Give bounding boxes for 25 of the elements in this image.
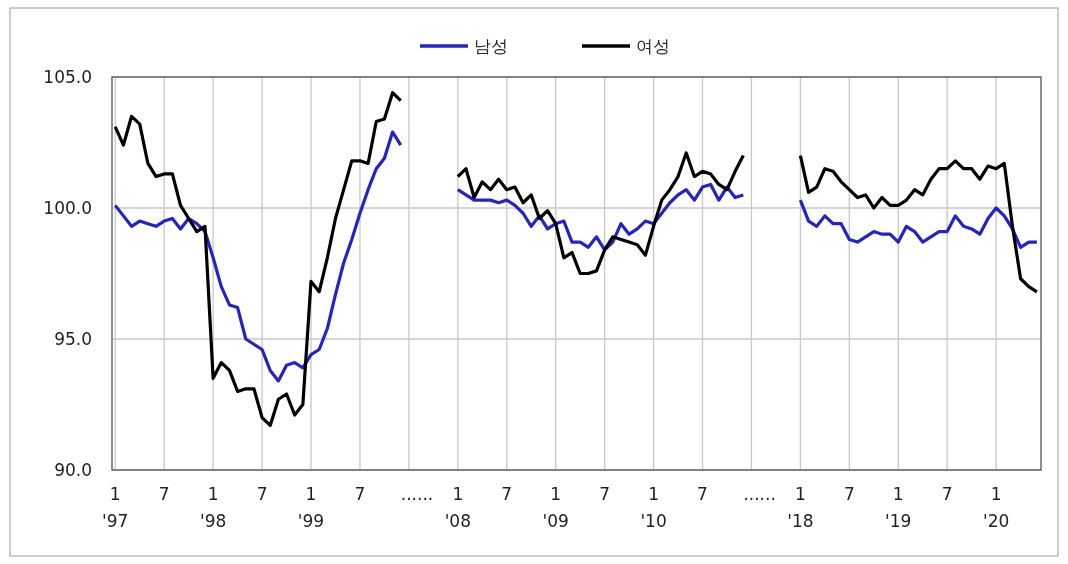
x-tick-label: 7 [599,484,611,504]
x-tick-label: 1 '98 [199,484,227,531]
legend-label: 남성 [474,36,508,56]
x-tick-label: 7 [941,484,953,504]
x-tick-label: 1 '18 [787,484,814,531]
y-tick-label: 95.0 [54,329,92,349]
x-tick-label: 1 '09 [542,484,569,531]
x-tick-label: 7 [354,484,366,504]
legend-label: 여성 [636,36,670,56]
x-tick-label: 1 '20 [982,484,1010,531]
x-tick-label: 7 [256,484,268,504]
x-tick-label: 1 '97 [102,484,129,531]
x-tick-label: ...... [743,484,776,504]
x-tick-label: 1 '08 [444,484,471,531]
y-tick-label: 90.0 [54,460,92,480]
x-tick-label: 7 [843,484,855,504]
y-tick-label: 105.0 [43,67,92,87]
x-tick-label: 7 [697,484,708,504]
x-tick-label: 1 '19 [885,484,912,531]
x-tick-label: 1 '99 [297,484,325,531]
x-tick-label: 7 [501,484,513,504]
y-tick-label: 100.0 [43,198,92,218]
x-tick-label: 7 [158,484,170,504]
x-tick-label: ...... [400,484,434,504]
x-tick-label: 1 '10 [640,484,667,531]
